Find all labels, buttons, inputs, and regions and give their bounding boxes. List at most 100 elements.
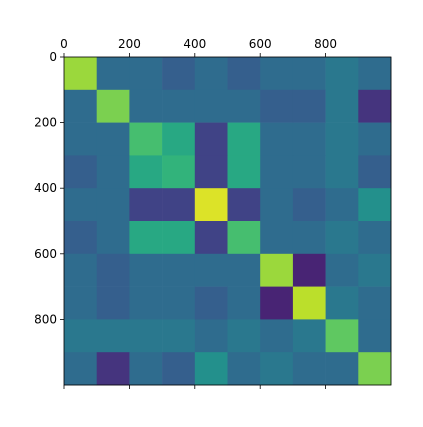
heatmap-cell [358, 286, 392, 320]
heatmap-cell [64, 89, 97, 123]
heatmap-cell [325, 188, 359, 222]
heatmap-cell [194, 57, 228, 91]
heatmap-cell [64, 286, 97, 320]
heatmap-cell [129, 253, 163, 287]
heatmap-cell [358, 57, 392, 91]
y-tick-label: 400 [34, 181, 57, 195]
heatmap-cell [260, 286, 294, 320]
heatmap-cell [325, 122, 359, 156]
heatmap-cell [194, 319, 228, 353]
heatmap-cell [358, 319, 392, 353]
heatmap-cell [194, 89, 228, 123]
x-tick-label: 0 [60, 37, 68, 51]
heatmap-cell [292, 188, 326, 222]
heatmap-cell [162, 221, 196, 255]
heatmap-cell [194, 122, 228, 156]
heatmap-cell [129, 188, 163, 222]
heatmap-cell [358, 188, 392, 222]
heatmap-cell [260, 155, 294, 189]
plot-frame [63, 56, 392, 386]
heatmap-cell [260, 253, 294, 287]
heatmap-cell [162, 122, 196, 156]
heatmap-cell [64, 122, 97, 156]
heatmap-cell [325, 89, 359, 123]
heatmap-cell [96, 253, 130, 287]
heatmap-cell [292, 319, 326, 353]
heatmap-cell [325, 319, 359, 353]
y-tick-label: 800 [34, 312, 57, 326]
heatmap-cell [96, 122, 130, 156]
heatmap-cell [292, 57, 326, 91]
x-tick-label: 400 [183, 37, 206, 51]
heatmap-cell [358, 352, 392, 386]
heatmap-cell [227, 253, 261, 287]
heatmap-cell [358, 253, 392, 287]
heatmap-cell [358, 155, 392, 189]
heatmap-cell [292, 286, 326, 320]
heatmap-cell [358, 89, 392, 123]
heatmap-cell [260, 57, 294, 91]
heatmap-cell [162, 319, 196, 353]
heatmap-cell [129, 286, 163, 320]
x-tick-label: 600 [249, 37, 272, 51]
heatmap-cell [96, 221, 130, 255]
heatmap-cell [227, 319, 261, 353]
heatmap-cell [96, 89, 130, 123]
heatmap-cell [96, 57, 130, 91]
heatmap-cell [358, 122, 392, 156]
heatmap-cell [292, 221, 326, 255]
heatmap-cell [227, 286, 261, 320]
heatmap-cell [194, 188, 228, 222]
heatmap-cell [292, 89, 326, 123]
heatmap-cell [194, 253, 228, 287]
heatmap-cell [129, 319, 163, 353]
heatmap-cell [129, 352, 163, 386]
heatmap-cell [129, 122, 163, 156]
heatmap-cell [227, 57, 261, 91]
heatmap-cell [260, 122, 294, 156]
y-tick-label: 200 [34, 116, 57, 130]
heatmap-cell [292, 122, 326, 156]
heatmap-cell [64, 253, 97, 287]
heatmap-cell [162, 89, 196, 123]
heatmap-cell [292, 352, 326, 386]
heatmap-cell [260, 188, 294, 222]
heatmap-cell [227, 221, 261, 255]
heatmap-cell [292, 253, 326, 287]
heatmap-cell [358, 221, 392, 255]
x-tick-label: 200 [118, 37, 141, 51]
heatmap-cell [64, 188, 97, 222]
heatmap-cell [162, 253, 196, 287]
heatmap-cell [129, 89, 163, 123]
heatmap-cell [96, 188, 130, 222]
heatmap-cell [64, 155, 97, 189]
heatmap-cell [64, 57, 97, 91]
heatmap-cell [325, 57, 359, 91]
heatmap-cell [260, 352, 294, 386]
heatmap-cell [162, 57, 196, 91]
heatmap-cell [194, 352, 228, 386]
heatmap-cell [325, 221, 359, 255]
heatmap-cell [260, 221, 294, 255]
heatmap-cell [162, 155, 196, 189]
heatmap-cell [227, 155, 261, 189]
heatmap-cell [194, 286, 228, 320]
heatmap-cell [292, 155, 326, 189]
heatmap-cell [96, 286, 130, 320]
heatmap-cell [64, 221, 97, 255]
heatmap-cell [227, 188, 261, 222]
heatmap-cell [162, 352, 196, 386]
heatmap-cell [227, 89, 261, 123]
heatmap-cell [260, 89, 294, 123]
heatmap-cell [260, 319, 294, 353]
heatmap-cell [325, 352, 359, 386]
heatmap-cell [129, 57, 163, 91]
heatmap-cell [194, 155, 228, 189]
heatmap-cell [64, 352, 97, 386]
heatmap-cell [227, 122, 261, 156]
heatmap-cell [129, 221, 163, 255]
heatmap-cell [162, 188, 196, 222]
heatmap-cell [194, 221, 228, 255]
y-tick-label: 0 [49, 50, 57, 64]
heatmap-cell [96, 319, 130, 353]
